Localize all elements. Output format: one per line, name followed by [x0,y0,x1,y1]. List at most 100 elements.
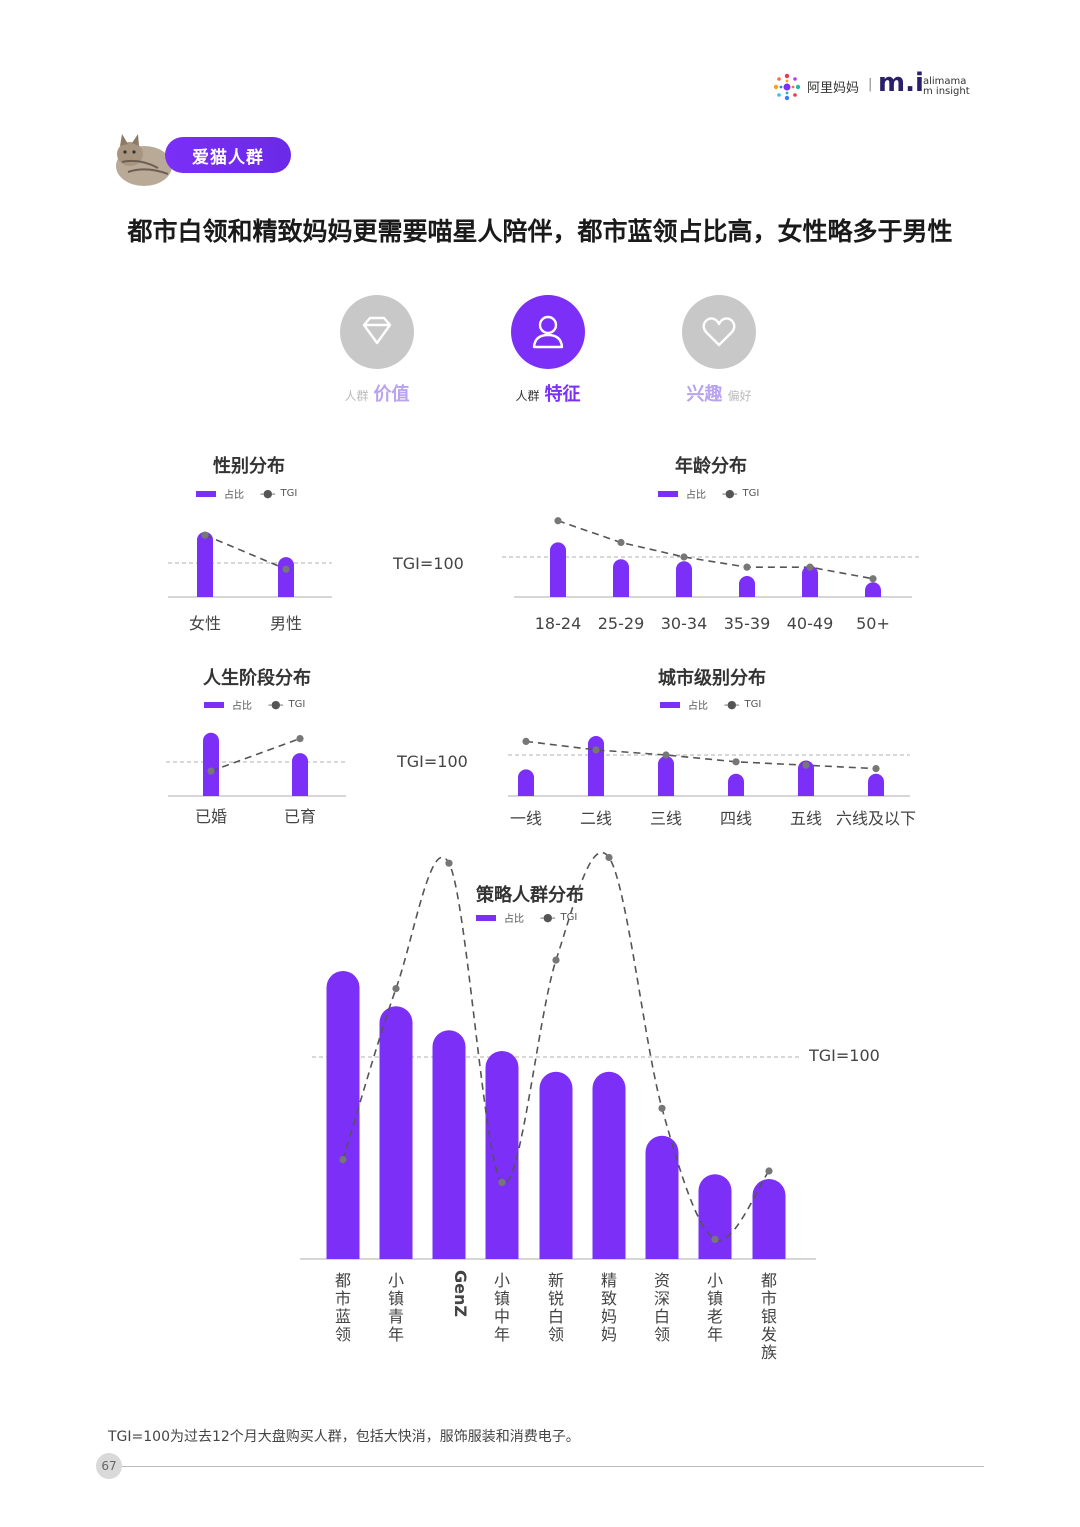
tgi-point-3 [680,553,688,561]
legend-city: 占比 -●- TGI [660,697,761,712]
bar-1 [197,531,213,597]
tgi-point-6 [605,853,613,862]
tgi-point-2 [592,746,600,754]
brand-name: 阿里妈妈 [807,81,860,96]
legend-strategy: 占比 -●- TGI [476,910,577,925]
legend-gender: 占比 -●- TGI [196,486,297,501]
brand-separator: | [868,77,873,92]
tgi-point-1 [522,737,530,746]
category-label-char: 发 [761,1325,777,1344]
category-label-char: 年 [388,1325,404,1344]
legend-line-label: TGI [744,699,762,710]
category-label-char: 市 [761,1289,777,1308]
legend-bar-swatch [196,490,216,497]
category-label: 40-49 [787,614,834,633]
tgi-reference-label-row2: TGI=100 [397,752,468,771]
nav-value-button[interactable] [340,295,414,369]
legend-bar-label: 占比 [224,490,244,501]
nav-feature-small: 人群 [515,389,540,403]
page-headline: 都市白领和精致妈妈更需要喵星人陪伴，都市蓝领占比高，女性略多于男性 [127,217,953,246]
bar-3 [658,756,674,796]
nav-interest-small: 偏好 [727,389,752,403]
tgi-point-4 [732,758,740,766]
tgi-reference-label-strategy: TGI=100 [809,1046,880,1065]
category-label-char: 锐 [548,1289,564,1308]
legend-line-swatch: -●- [724,698,740,711]
category-label: 30-34 [661,614,708,633]
category-label-char: 领 [548,1325,564,1344]
tgi-point-1 [554,517,562,525]
legend-age: 占比 -●- TGI [658,486,759,501]
category-label-char: 妈 [601,1325,617,1344]
nav-feature-big: 特征 [544,384,581,405]
bar-1 [326,971,360,1259]
bar-2 [613,559,629,597]
tgi-point-1 [201,531,209,539]
bar-1 [203,732,219,796]
diamond-icon [362,316,392,345]
category-label-char: 青 [388,1307,404,1326]
tgi-point-3 [662,751,670,759]
category-label: 一线 [510,809,542,828]
tgi-point-9 [765,1167,773,1175]
category-label-char: 年 [707,1325,723,1344]
bar-5 [802,565,818,597]
category-label-char: 都 [761,1271,777,1290]
category-label-char: 妈 [601,1307,617,1326]
category-label: 18-24 [535,614,582,633]
tgi-point-1 [339,1156,347,1164]
category-label-char: 都 [335,1271,351,1290]
category-label: 女性 [189,614,221,633]
category-label-char: 年 [494,1325,510,1344]
category-label-char: 市 [335,1289,351,1308]
category-label-char: 领 [335,1325,351,1344]
nav-feature-label: 人群 特征 [468,380,628,406]
nav-value-big: 价值 [373,384,410,405]
legend-line-swatch: -●- [268,698,284,711]
category-label: 35-39 [724,614,771,633]
category-label-char: 族 [761,1343,777,1362]
legend-bar-label: 占比 [686,490,706,501]
bar-4 [485,1051,519,1259]
tgi-point-7 [658,1104,666,1112]
heart-icon [702,317,736,347]
legend-line-label: TGI [288,699,306,710]
page-number: 67 [96,1453,122,1479]
category-label-char: 致 [601,1289,617,1308]
tgi-point-2 [282,565,290,573]
legend-bar-label: 占比 [232,701,252,712]
category-label: 五线 [790,809,822,828]
category-label-char: 精 [601,1271,617,1290]
legend-line-label: TGI [560,912,578,923]
legend-bar-label: 占比 [688,701,708,712]
nav-feature-button[interactable] [511,295,585,369]
category-label: 50+ [856,614,890,633]
legend-line-swatch: -●- [260,487,276,500]
alimama-logo-icon [773,73,801,101]
bar-1 [550,542,566,597]
chart-title-gender: 性别分布 [213,456,285,477]
bar-2 [379,1006,413,1259]
category-label-char: 深 [654,1289,670,1308]
brand-sub-2: m insight [923,86,970,97]
bar-2 [278,557,294,597]
tgi-point-8 [711,1235,719,1243]
category-label-char: 小 [494,1271,510,1290]
bar-6 [868,773,884,796]
tgi-point-6 [872,765,880,773]
tgi-point-2 [392,985,400,993]
tgi-point-3 [445,859,453,867]
bar-2 [588,736,604,796]
nav-interest-label: 兴趣 偏好 [639,380,799,406]
nav-interest-button[interactable] [682,295,756,369]
tgi-point-1 [207,767,215,775]
nav-value-label: 人群 价值 [297,380,457,406]
tgi-point-2 [617,538,625,547]
brand-sub-1: alimama [923,76,967,87]
person-icon [532,315,564,349]
legend-line-label: TGI [742,488,760,499]
category-label-char: 白 [548,1307,564,1326]
category-label: 三线 [650,809,682,828]
